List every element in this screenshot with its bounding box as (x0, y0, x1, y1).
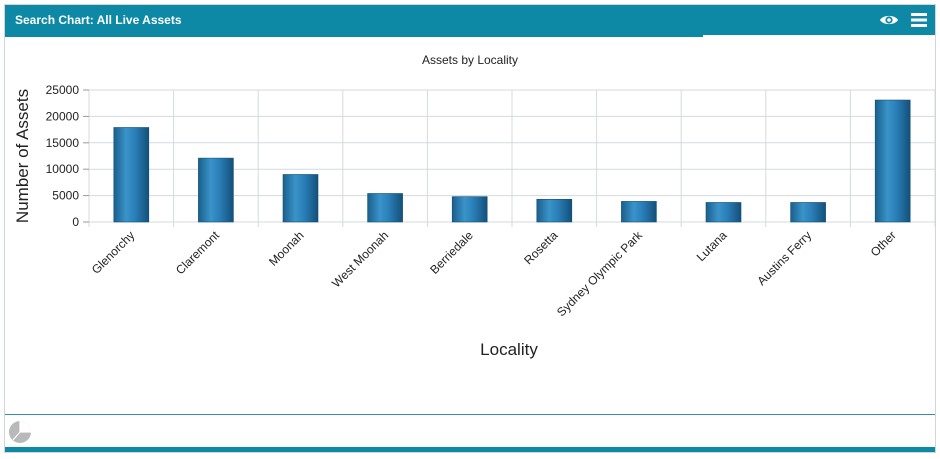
bar-other[interactable] (874, 99, 911, 223)
chart-area: Assets by Locality Number of Assets Loca… (5, 37, 936, 415)
x-tick-label: Moonah (266, 228, 307, 269)
eye-icon[interactable] (879, 11, 899, 29)
y-tick-label: 25000 (46, 83, 80, 97)
x-tick-label: Sydney Olympic Park (554, 228, 646, 320)
bar-glenorchy[interactable] (113, 127, 150, 223)
footer-bar (5, 447, 935, 452)
x-tick-label: Austins Ferry (754, 228, 814, 288)
y-tick-label: 5000 (52, 189, 79, 203)
pie-chart-icon[interactable] (8, 420, 32, 444)
x-tick-label: Berriedale (427, 228, 476, 277)
bar-chart: Assets by Locality Number of Assets Loca… (13, 53, 936, 359)
bar-west-moonah[interactable] (367, 193, 403, 223)
x-tick-label: Glenorchy (89, 228, 138, 277)
x-axis-ticks: Glenorchy Claremont Moonah West Moonah Berri… (89, 228, 899, 320)
x-tick-label: Rosetta (521, 228, 560, 267)
footer-divider (5, 414, 935, 415)
x-tick-label: West Moonah (329, 228, 391, 290)
menu-icon[interactable] (909, 11, 929, 29)
chart-panel: Search Chart: All Live Assets (4, 4, 936, 453)
x-tick-label: Other (868, 228, 899, 259)
bar-claremont[interactable] (198, 157, 234, 223)
bar-austins-ferry[interactable] (790, 202, 826, 223)
bars (113, 99, 911, 223)
bar-moonah[interactable] (282, 174, 319, 223)
panel-title: Search Chart: All Live Assets (15, 13, 182, 27)
header-actions (879, 11, 929, 29)
y-axis-label: Number of Assets (13, 89, 32, 223)
y-tick-label: 10000 (46, 162, 80, 176)
chart-title: Assets by Locality (422, 53, 518, 67)
bar-rosetta[interactable] (536, 198, 573, 223)
bar-sydney-olympic-park[interactable] (621, 201, 657, 223)
x-axis-label: Locality (480, 340, 538, 359)
header-underline (5, 35, 703, 37)
panel-footer (5, 415, 935, 447)
x-tick-label: Lutana (694, 228, 730, 264)
y-tick-label: 20000 (46, 109, 80, 123)
y-axis-ticks: 0 5000 10000 15000 20000 25000 (46, 83, 89, 229)
y-tick-label: 0 (72, 215, 79, 229)
bar-berriedale[interactable] (451, 196, 488, 223)
panel-header: Search Chart: All Live Assets (5, 5, 935, 35)
bar-lutana[interactable] (705, 202, 742, 223)
y-tick-label: 15000 (46, 136, 80, 150)
x-tick-label: Claremont (173, 228, 223, 278)
